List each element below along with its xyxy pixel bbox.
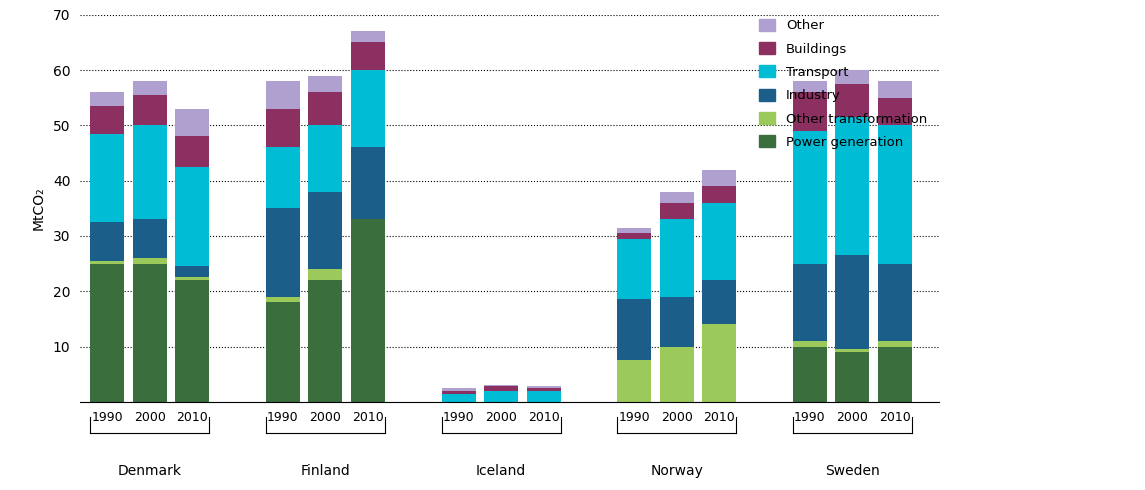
Bar — [878, 341, 911, 346]
Bar — [617, 233, 652, 239]
Bar — [308, 125, 342, 192]
Bar — [266, 297, 300, 302]
Bar — [175, 277, 210, 280]
Bar — [266, 81, 300, 109]
Bar — [702, 324, 736, 402]
Bar — [133, 95, 167, 125]
Bar — [527, 391, 561, 402]
Bar — [308, 269, 342, 280]
Bar — [660, 220, 694, 297]
Bar — [617, 228, 652, 233]
Bar — [308, 75, 342, 92]
Bar — [835, 84, 869, 117]
Bar — [350, 31, 385, 42]
Bar — [878, 125, 911, 264]
Bar — [878, 81, 911, 98]
Bar — [308, 192, 342, 269]
Bar — [878, 264, 911, 341]
Bar — [792, 341, 827, 346]
Bar — [133, 81, 167, 95]
Bar — [835, 352, 869, 402]
Bar — [175, 267, 210, 277]
Bar — [835, 117, 869, 255]
Bar — [792, 81, 827, 92]
Bar — [442, 393, 475, 402]
Bar — [617, 239, 652, 299]
Bar — [90, 92, 125, 106]
Bar — [308, 92, 342, 125]
Bar — [175, 167, 210, 267]
Bar — [702, 280, 736, 324]
Bar — [835, 255, 869, 349]
Bar — [527, 388, 561, 391]
Bar — [133, 258, 167, 264]
Bar — [90, 222, 125, 261]
Bar — [442, 391, 475, 393]
Bar — [835, 349, 869, 352]
Bar — [617, 360, 652, 402]
Bar — [792, 346, 827, 402]
Bar — [660, 203, 694, 220]
Bar — [442, 388, 475, 391]
Bar — [484, 386, 518, 391]
Bar — [90, 106, 125, 134]
Bar — [175, 136, 210, 167]
Bar — [617, 299, 652, 360]
Bar — [266, 302, 300, 402]
Bar — [835, 70, 869, 84]
Bar — [175, 109, 210, 136]
Bar — [90, 264, 125, 402]
Bar — [350, 147, 385, 220]
Bar — [792, 92, 827, 131]
Bar — [702, 186, 736, 203]
Legend: Other, Buildings, Transport, Industry, Other transformation, Power generation: Other, Buildings, Transport, Industry, O… — [755, 14, 932, 154]
Text: Norway: Norway — [650, 464, 703, 478]
Bar — [878, 346, 911, 402]
Bar — [350, 42, 385, 70]
Bar — [266, 208, 300, 297]
Bar — [133, 125, 167, 220]
Bar — [660, 192, 694, 203]
Bar — [702, 203, 736, 280]
Bar — [133, 220, 167, 258]
Bar — [527, 386, 561, 388]
Bar — [350, 220, 385, 402]
Bar — [90, 134, 125, 222]
Bar — [702, 170, 736, 186]
Y-axis label: MtCO₂: MtCO₂ — [32, 186, 46, 230]
Bar — [660, 297, 694, 346]
Bar — [792, 264, 827, 341]
Bar — [484, 385, 518, 386]
Text: Iceland: Iceland — [476, 464, 527, 478]
Text: Sweden: Sweden — [824, 464, 879, 478]
Bar — [133, 264, 167, 402]
Bar — [90, 261, 125, 264]
Text: Denmark: Denmark — [118, 464, 182, 478]
Bar — [878, 98, 911, 125]
Bar — [266, 147, 300, 208]
Bar — [484, 391, 518, 402]
Bar — [266, 109, 300, 147]
Bar — [308, 280, 342, 402]
Bar — [350, 70, 385, 147]
Bar — [792, 131, 827, 264]
Bar — [660, 346, 694, 402]
Text: Finland: Finland — [300, 464, 350, 478]
Bar — [175, 280, 210, 402]
